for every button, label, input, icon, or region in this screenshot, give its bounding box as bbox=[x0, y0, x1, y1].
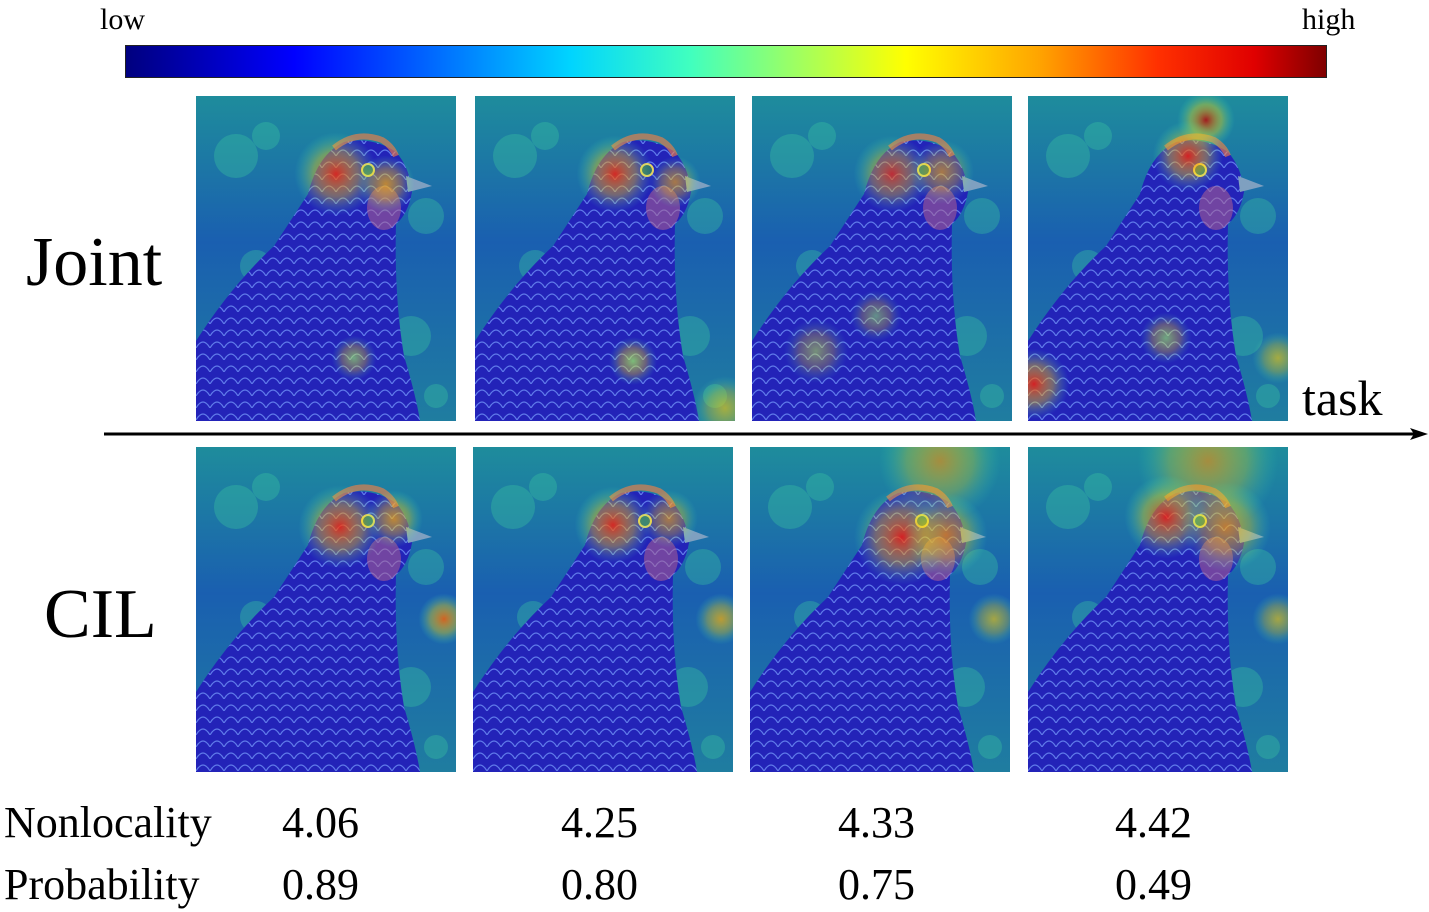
nonlocality-value: 4.33 bbox=[838, 798, 915, 847]
row-label-joint: Joint bbox=[26, 224, 163, 301]
probability-value: 0.89 bbox=[282, 860, 359, 909]
colorbar-high-label: high bbox=[1302, 3, 1356, 36]
probability-value: 0.49 bbox=[1115, 860, 1192, 909]
cil-heatmap-4 bbox=[1028, 447, 1288, 772]
metric-name-nonlocality: Nonlocality bbox=[4, 798, 212, 847]
colorbar-low-label: low bbox=[100, 3, 145, 36]
joint-heatmap-3 bbox=[752, 96, 1012, 421]
task-axis-arrow bbox=[104, 428, 1428, 440]
cil-heatmap-2 bbox=[473, 447, 733, 772]
joint-heatmap-2 bbox=[475, 96, 735, 421]
nonlocality-value: 4.06 bbox=[282, 798, 359, 847]
colorbar bbox=[125, 45, 1327, 78]
probability-value: 0.80 bbox=[561, 860, 638, 909]
task-axis-label: task bbox=[1302, 370, 1383, 426]
probability-value: 0.75 bbox=[838, 860, 915, 909]
row-label-cil: CIL bbox=[44, 576, 157, 653]
nonlocality-value: 4.42 bbox=[1115, 798, 1192, 847]
joint-heatmap-1 bbox=[196, 96, 456, 421]
metric-name-probability: Probability bbox=[4, 860, 200, 909]
cil-heatmap-3 bbox=[750, 447, 1010, 772]
cil-heatmap-1 bbox=[196, 447, 456, 772]
nonlocality-value: 4.25 bbox=[561, 798, 638, 847]
joint-heatmap-4 bbox=[1028, 96, 1288, 421]
